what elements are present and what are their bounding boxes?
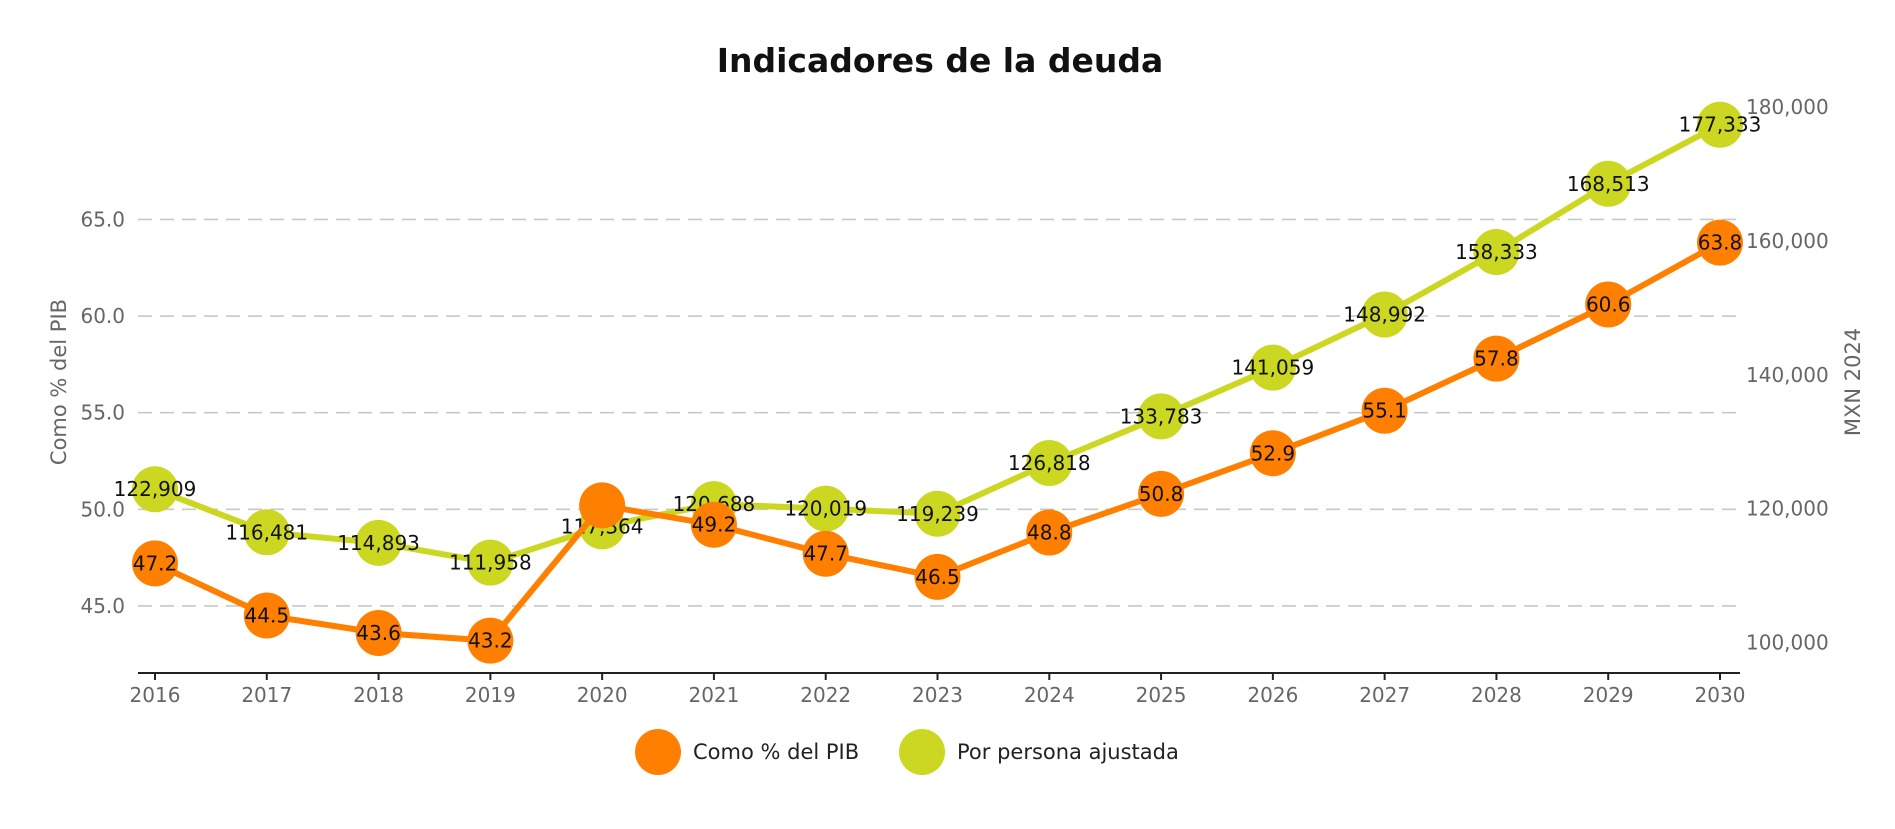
data-point-por-persona[interactable] — [243, 509, 290, 556]
series-por-persona: 122,909116,481114,893111,958117,364120,6… — [114, 101, 1762, 586]
left-axis-title: Como % del PIB — [47, 299, 71, 465]
x-tick-label: 2020 — [577, 683, 628, 707]
data-point-como-pib[interactable] — [914, 553, 961, 600]
data-label-por-persona: 126,818 — [1008, 451, 1091, 475]
data-point-como-pib[interactable] — [1249, 430, 1296, 477]
right-axis-title: MXN 2024 — [1841, 328, 1865, 436]
data-point-por-persona[interactable] — [1473, 228, 1520, 275]
legend: Como % del PIB Por persona ajustada — [635, 729, 1179, 775]
data-point-por-persona[interactable] — [132, 466, 178, 513]
data-label-como-pib: 57.8 — [1474, 347, 1519, 371]
x-tick-label: 2023 — [912, 683, 963, 707]
data-label-como-pib: 43.6 — [356, 621, 401, 645]
data-label-como-pib: 47.2 — [133, 551, 178, 575]
data-label-por-persona: 177,333 — [1679, 113, 1762, 137]
legend-label-por-persona: Por persona ajustada — [957, 740, 1179, 764]
data-label-como-pib: 48.8 — [1027, 520, 1072, 544]
data-point-como-pib[interactable] — [243, 592, 290, 639]
data-point-por-persona[interactable] — [467, 539, 514, 586]
right-tick-label: 180,000 — [1746, 95, 1829, 119]
left-tick-label: 65.0 — [80, 207, 125, 231]
data-label-como-pib: 60.6 — [1586, 292, 1631, 316]
data-point-como-pib[interactable] — [1138, 470, 1185, 517]
data-label-como-pib: 52.9 — [1251, 441, 1296, 465]
x-tick-label: 2018 — [353, 683, 404, 707]
data-label-por-persona: 148,992 — [1343, 303, 1426, 327]
data-label-por-persona: 133,783 — [1120, 404, 1203, 428]
data-point-por-persona[interactable] — [802, 485, 849, 532]
data-point-como-pib[interactable] — [1585, 281, 1632, 328]
data-label-por-persona: 111,958 — [449, 551, 532, 575]
right-tick-label: 100,000 — [1746, 631, 1829, 655]
legend-swatch-como-pib — [635, 729, 681, 775]
data-label-como-pib: 55.1 — [1362, 399, 1407, 423]
left-tick-label: 50.0 — [80, 497, 125, 521]
data-label-como-pib: 50.8 — [1139, 482, 1184, 506]
data-label-como-pib: 44.5 — [245, 604, 290, 628]
x-tick-label: 2017 — [241, 683, 292, 707]
x-axis-ticks: 2016 2017 2018 2019 2020 2021 2022 2023 2024 2025… — [130, 673, 1746, 707]
data-label-por-persona: 119,239 — [896, 502, 979, 526]
x-tick-label: 2025 — [1136, 683, 1187, 707]
data-point-como-pib[interactable] — [1026, 509, 1073, 556]
data-label-como-pib: 47.7 — [803, 542, 848, 566]
x-tick-label: 2022 — [800, 683, 851, 707]
data-label-por-persona: 122,909 — [114, 477, 197, 501]
chart-title: Indicadores de la deuda — [717, 41, 1164, 80]
x-tick-label: 2021 — [688, 683, 739, 707]
data-label-por-persona: 168,513 — [1567, 172, 1650, 196]
data-label-por-persona: 141,059 — [1231, 356, 1314, 380]
x-tick-label: 2019 — [465, 683, 516, 707]
left-tick-label: 45.0 — [80, 594, 125, 618]
legend-item-como-pib[interactable]: Como % del PIB — [635, 729, 859, 775]
data-label-como-pib: 49.2 — [692, 513, 737, 537]
data-point-como-pib[interactable] — [802, 530, 849, 577]
x-tick-label: 2024 — [1024, 683, 1075, 707]
data-point-como-pib[interactable] — [132, 540, 178, 587]
data-point-por-persona[interactable] — [1026, 440, 1073, 487]
data-point-por-persona[interactable] — [1585, 160, 1632, 207]
data-label-como-pib: 46.5 — [915, 565, 960, 589]
data-label-como-pib: 63.8 — [1698, 231, 1743, 255]
series-layer: 122,909116,481114,893111,958117,364120,6… — [114, 101, 1762, 664]
data-point-por-persona[interactable] — [355, 519, 402, 566]
data-label-por-persona: 114,893 — [337, 531, 420, 555]
data-point-por-persona[interactable] — [914, 490, 961, 537]
data-point-por-persona[interactable] — [1249, 344, 1296, 391]
right-tick-label: 120,000 — [1746, 497, 1829, 521]
legend-swatch-por-persona — [899, 729, 945, 775]
data-point-por-persona[interactable] — [1697, 101, 1743, 148]
x-tick-label: 2030 — [1695, 683, 1746, 707]
legend-label-como-pib: Como % del PIB — [693, 740, 859, 764]
right-tick-label: 160,000 — [1746, 229, 1829, 253]
data-label-por-persona: 120,019 — [784, 497, 867, 521]
data-point-como-pib[interactable] — [579, 482, 626, 529]
data-label-como-pib: 43.2 — [468, 629, 513, 653]
data-point-por-persona[interactable] — [1361, 291, 1408, 338]
right-tick-label: 140,000 — [1746, 363, 1829, 387]
data-point-como-pib[interactable] — [467, 617, 514, 664]
right-axis-ticks: 100,000 120,000 140,000 160,000 180,000 — [1746, 95, 1829, 655]
left-tick-label: 60.0 — [80, 304, 125, 328]
data-label-por-persona: 158,333 — [1455, 240, 1538, 264]
data-point-como-pib[interactable] — [1473, 335, 1520, 382]
x-tick-label: 2027 — [1359, 683, 1410, 707]
left-tick-label: 55.0 — [80, 401, 125, 425]
data-point-como-pib[interactable] — [1361, 387, 1408, 434]
series-como-pib: 47.2 44.5 43.6 43.2 49.2 47.7 46.5 48.8 50.8 52.9… — [132, 219, 1743, 664]
x-tick-label: 2026 — [1247, 683, 1298, 707]
data-point-por-persona[interactable] — [1138, 393, 1185, 440]
data-point-como-pib[interactable] — [690, 501, 737, 548]
data-label-por-persona: 116,481 — [225, 520, 308, 544]
left-axis-ticks: 45.0 50.0 55.0 60.0 65.0 — [80, 207, 125, 617]
data-point-como-pib[interactable] — [355, 609, 402, 656]
x-tick-label: 2029 — [1583, 683, 1634, 707]
data-point-como-pib[interactable] — [1697, 219, 1743, 266]
x-tick-label: 2016 — [130, 683, 181, 707]
legend-item-por-persona[interactable]: Por persona ajustada — [899, 729, 1179, 775]
x-tick-label: 2028 — [1471, 683, 1522, 707]
